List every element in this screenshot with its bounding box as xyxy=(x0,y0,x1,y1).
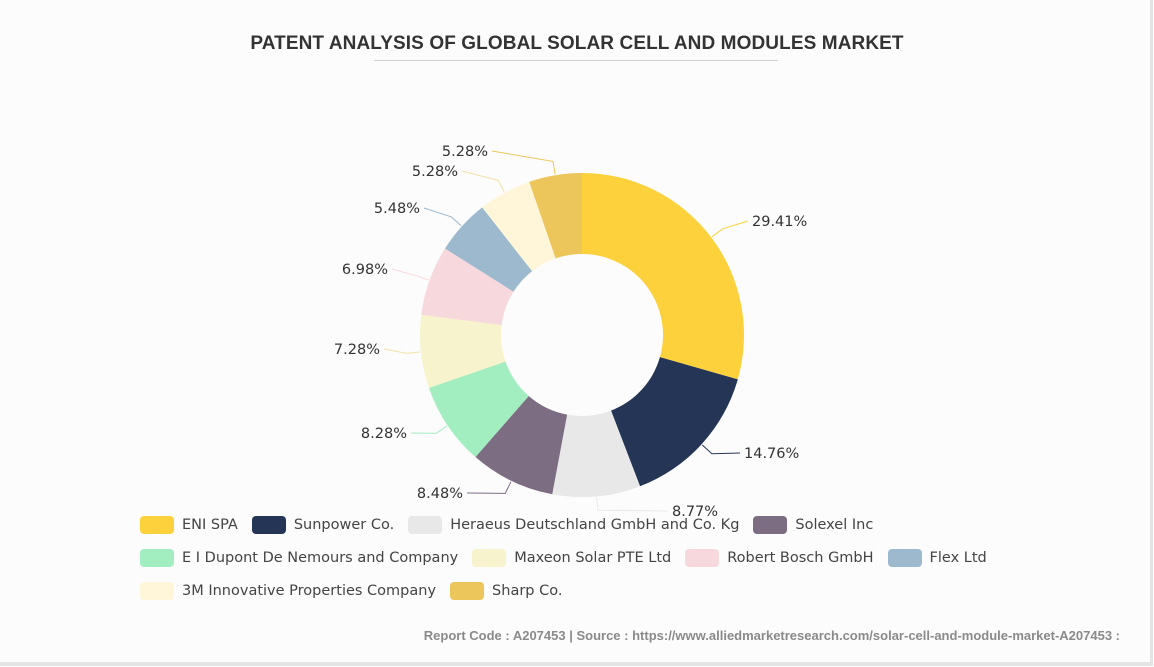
legend-label: Maxeon Solar PTE Ltd xyxy=(514,550,672,566)
legend-swatch xyxy=(685,549,720,567)
leader-line-sunpower-co xyxy=(701,444,741,455)
legend-label: ENI SPA xyxy=(182,517,238,533)
data-label-e-i-dupont-de-nemours-and-company: 8.28% xyxy=(361,426,407,442)
slice-maxeon-solar-pte-ltd[interactable] xyxy=(420,314,506,388)
legend-swatch xyxy=(753,516,788,534)
slice-solexel-inc[interactable] xyxy=(475,396,568,495)
legend-item-maxeon-solar-pte-ltd[interactable]: Maxeon Solar PTE Ltd xyxy=(472,546,671,570)
data-label-robert-bosch-gmbh: 6.98% xyxy=(342,262,388,278)
leader-line-3m-innovative-properties-company xyxy=(461,170,505,193)
data-label-maxeon-solar-pte-ltd: 7.28% xyxy=(334,342,380,358)
legend-label: Flex Ltd xyxy=(929,550,987,566)
leader-line-e-i-dupont-de-nemours-and-company xyxy=(410,425,448,434)
legend-item-heraeus-deutschland-gmbh-and-co-kg[interactable]: Heraeus Deutschland GmbH and Co. Kg xyxy=(408,513,739,537)
legend-label: Sunpower Co. xyxy=(293,517,395,533)
legend-swatch xyxy=(450,582,485,600)
legend-item-eni-spa[interactable]: ENI SPA xyxy=(140,513,238,537)
leader-line-sharp-co xyxy=(491,150,556,175)
data-label-eni-spa: 29.41% xyxy=(752,214,807,230)
legend-label: E I Dupont De Nemours and Company xyxy=(182,550,459,566)
slice-robert-bosch-gmbh[interactable] xyxy=(421,248,514,325)
leader-line-eni-spa xyxy=(711,220,749,238)
legend-label: Robert Bosch GmbH xyxy=(727,550,874,566)
legend-swatch xyxy=(472,549,507,567)
legend-item-sunpower-co[interactable]: Sunpower Co. xyxy=(251,513,395,537)
legend-swatch xyxy=(140,582,174,600)
chart-title: PATENT ANALYSIS OF GLOBAL SOLAR CELL AND… xyxy=(250,33,904,54)
legend-swatch xyxy=(140,516,174,534)
leader-line-maxeon-solar-pte-ltd xyxy=(383,348,420,354)
legend-label: Solexel Inc xyxy=(795,517,874,533)
legend-swatch xyxy=(140,549,174,567)
legend-item-solexel-inc[interactable]: Solexel Inc xyxy=(753,513,873,537)
legend-item-flex-ltd[interactable]: Flex Ltd xyxy=(887,546,987,570)
data-label-3m-innovative-properties-company: 5.28% xyxy=(412,164,458,180)
slice-sunpower-co[interactable] xyxy=(611,357,738,487)
leader-line-robert-bosch-gmbh xyxy=(391,268,429,281)
leader-line-solexel-inc xyxy=(466,481,512,494)
leader-line-flex-ltd xyxy=(423,207,462,227)
chart-legend: ENI SPA Sunpower Co. Heraeus Deutschland G… xyxy=(140,513,1100,603)
slice-e-i-dupont-de-nemours-and-company[interactable] xyxy=(428,361,529,458)
legend-swatch xyxy=(408,516,443,534)
title-underline xyxy=(374,60,778,61)
legend-item-3m-innovative-properties-company[interactable]: 3M Innovative Properties Company xyxy=(140,579,436,603)
source-footer: Report Code : A207453 | Source : https:/… xyxy=(423,628,1120,643)
legend-item-sharp-co[interactable]: Sharp Co. xyxy=(450,579,562,603)
slice-heraeus-deutschland-gmbh-and-co-kg[interactable] xyxy=(552,410,641,497)
data-label-heraeus-deutschland-gmbh-and-co-kg: 8.77% xyxy=(672,504,718,520)
legend-item-robert-bosch-gmbh[interactable]: Robert Bosch GmbH xyxy=(685,546,874,570)
leader-line-heraeus-deutschland-gmbh-and-co-kg xyxy=(596,497,669,512)
data-label-solexel-inc: 8.48% xyxy=(417,486,463,502)
data-label-sharp-co: 5.28% xyxy=(442,144,488,160)
legend-label: 3M Innovative Properties Company xyxy=(182,583,437,599)
legend-swatch xyxy=(887,549,922,567)
legend-item-e-i-dupont-de-nemours-and-company[interactable]: E I Dupont De Nemours and Company xyxy=(140,546,458,570)
legend-swatch xyxy=(251,516,286,534)
legend-label: Sharp Co. xyxy=(492,583,563,599)
slice-3m-innovative-properties-company[interactable] xyxy=(482,181,556,272)
slice-eni-spa[interactable] xyxy=(582,173,744,380)
legend-label: Heraeus Deutschland GmbH and Co. Kg xyxy=(450,517,740,533)
slice-sharp-co[interactable] xyxy=(529,173,582,259)
data-label-sunpower-co: 14.76% xyxy=(744,446,799,462)
slice-flex-ltd[interactable] xyxy=(445,207,533,292)
data-label-flex-ltd: 5.48% xyxy=(374,201,420,217)
